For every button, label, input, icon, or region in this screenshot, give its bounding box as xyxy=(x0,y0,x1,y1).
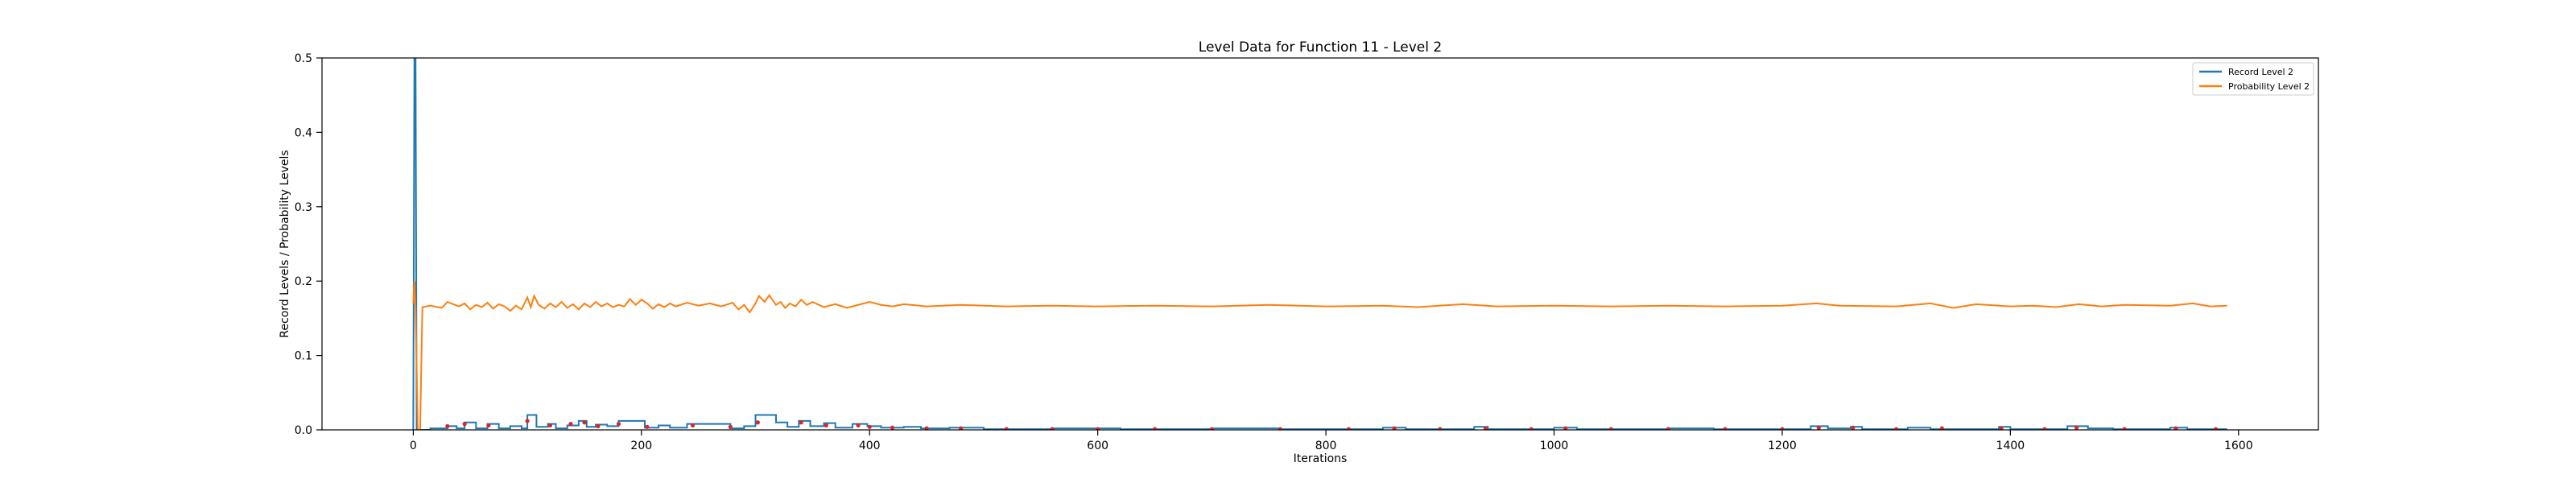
data-point xyxy=(2042,427,2047,430)
x-tick-label: 1600 xyxy=(2224,440,2253,452)
x-tick-label: 800 xyxy=(1315,440,1337,452)
data-point xyxy=(856,423,861,428)
x-tick-label: 200 xyxy=(630,440,652,452)
data-point xyxy=(1780,427,1785,430)
x-tick-label: 1400 xyxy=(1996,440,2025,452)
legend-label-probability: Probability Level 2 xyxy=(2228,81,2310,92)
x-axis: 0 200 400 600 800 1000 1200 1400 1600 xyxy=(410,430,2253,452)
series-line-probability-level xyxy=(412,281,2227,430)
data-point xyxy=(1438,427,1443,430)
legend-box xyxy=(2192,62,2314,96)
data-point xyxy=(462,422,467,427)
y-axis-label: Record Levels / Probability Levels xyxy=(279,150,291,337)
data-point xyxy=(568,422,573,427)
data-point xyxy=(1851,425,1856,430)
data-point xyxy=(959,426,964,430)
data-point xyxy=(1608,427,1613,430)
data-point xyxy=(1894,427,1899,430)
data-point xyxy=(525,419,530,423)
data-point xyxy=(1563,426,1568,430)
data-point xyxy=(1004,427,1009,430)
data-point xyxy=(2122,427,2127,430)
y-tick-label: 0.4 xyxy=(295,126,312,139)
data-point xyxy=(1816,425,1821,430)
y-tick-label: 0.1 xyxy=(295,350,312,363)
data-point xyxy=(1483,426,1488,430)
data-point xyxy=(645,424,650,429)
data-point xyxy=(1278,427,1282,430)
y-tick-label: 0.2 xyxy=(295,275,312,288)
plot-frame xyxy=(321,57,2319,431)
marker-series xyxy=(445,419,2219,430)
data-point xyxy=(486,423,491,428)
data-point xyxy=(1209,427,1214,430)
data-point xyxy=(690,423,696,428)
data-point xyxy=(1999,426,2004,430)
data-point xyxy=(582,420,587,425)
data-point xyxy=(2213,427,2219,430)
data-point xyxy=(1392,426,1397,430)
data-point xyxy=(445,423,450,428)
data-point xyxy=(1096,427,1100,430)
data-point xyxy=(616,422,621,427)
data-point xyxy=(1723,427,1728,430)
y-axis: 0.0 0.1 0.2 0.3 0.4 0.5 xyxy=(295,52,322,437)
data-point xyxy=(1346,427,1352,430)
x-tick-label: 400 xyxy=(859,440,881,452)
y-tick-label: 0.0 xyxy=(295,424,312,437)
x-axis-label: Iterations xyxy=(1294,452,1348,465)
data-point xyxy=(799,420,803,425)
data-point xyxy=(596,423,601,428)
chart-title: Level Data for Function 11 - Level 2 xyxy=(1199,39,1442,56)
data-point xyxy=(2174,426,2178,430)
x-tick-label: 1200 xyxy=(1768,440,1797,452)
data-point xyxy=(824,423,828,428)
data-point xyxy=(1666,427,1670,430)
series-line-record-level xyxy=(412,58,2227,430)
x-tick-label: 600 xyxy=(1087,440,1108,452)
data-point xyxy=(755,420,760,425)
data-point xyxy=(2074,425,2079,430)
plot-area xyxy=(412,58,2227,430)
data-point xyxy=(924,426,929,430)
data-point xyxy=(1529,427,1534,430)
legend-label-record: Record Level 2 xyxy=(2228,67,2293,77)
data-point xyxy=(1050,427,1055,430)
data-point xyxy=(1152,427,1158,430)
legend: Record Level 2 Probability Level 2 xyxy=(2192,62,2314,96)
y-tick-label: 0.3 xyxy=(295,201,312,214)
y-tick-label: 0.5 xyxy=(295,52,312,65)
x-tick-label: 1000 xyxy=(1540,440,1569,452)
data-point xyxy=(728,424,733,429)
x-tick-label: 0 xyxy=(410,440,417,452)
data-point xyxy=(547,423,553,428)
data-point xyxy=(1939,426,1944,430)
data-point xyxy=(890,425,895,430)
data-point xyxy=(867,424,872,429)
